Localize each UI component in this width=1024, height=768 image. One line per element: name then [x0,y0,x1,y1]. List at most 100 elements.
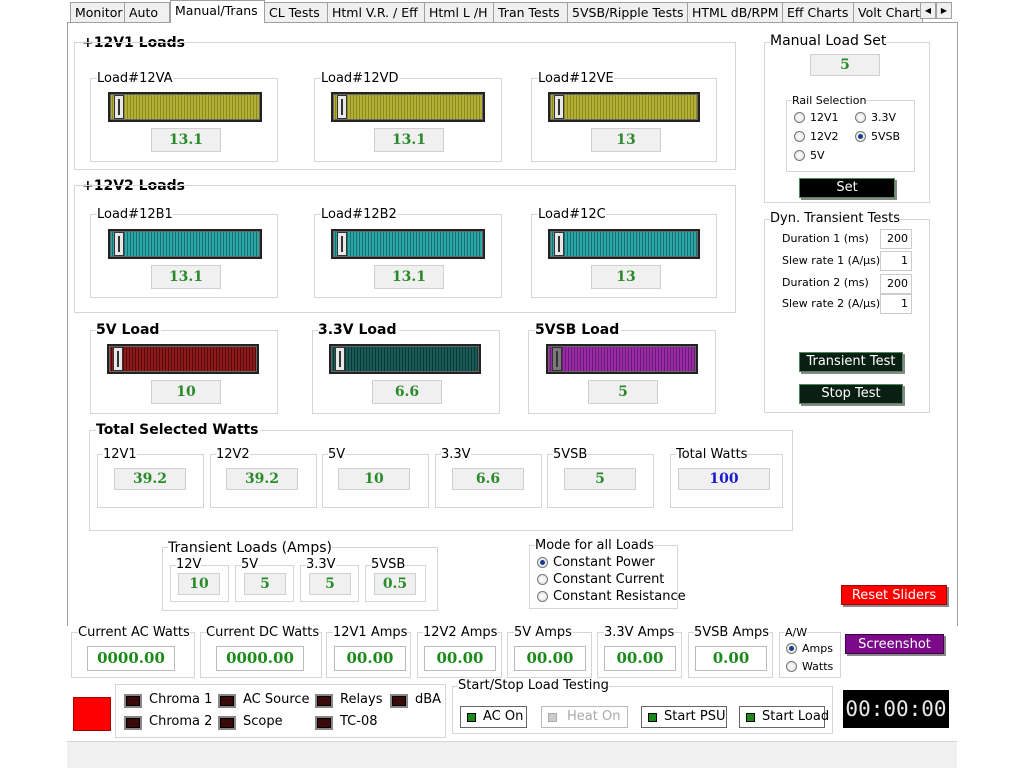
slider-label-12b1: Load#12B1 [97,207,173,222]
transient-test-button[interactable]: Transient Test [799,352,903,372]
readout-label-5vsb: 5VSB Amps [694,625,770,640]
tab-tran-tests[interactable]: Tran Tests [493,2,568,22]
slider-thumb[interactable] [114,95,124,119]
loads-12v2-group [74,185,736,313]
load-slider-12c[interactable] [548,229,700,259]
slider-group-5v [90,330,278,414]
dyn-input-duration2[interactable]: 200 [880,274,912,294]
load-slider-5v[interactable] [107,344,259,374]
device-relays: Relays [340,692,383,707]
aw-radio-watts[interactable] [786,661,797,672]
rail-label-3v3[interactable]: 3.3V [871,111,897,124]
value-5v: 10 [151,380,221,404]
manual-load-set-value[interactable]: 5 [810,54,880,76]
rail-radio-5v[interactable] [794,150,805,161]
watts-value-5vsb: 5 [564,468,636,490]
slider-thumb[interactable] [335,347,345,371]
watts-value-total: 100 [678,468,770,490]
tab-eff-charts[interactable]: Eff Charts [782,2,854,22]
slider-thumb[interactable] [114,232,124,256]
rail-label-12v2[interactable]: 12V2 [810,130,839,143]
tab-auto[interactable]: Auto [124,2,170,22]
value-12c: 13 [591,265,661,289]
start-load-label: Start Load [762,709,830,724]
tab-scroll-right-icon[interactable]: ▶ [936,2,952,19]
load-slider-5vsb[interactable] [546,344,698,374]
mode-radio-constant-power[interactable] [537,557,548,568]
dyn-input-slew1[interactable]: 1 [880,251,912,271]
start-load-button[interactable]: Start Load [739,706,829,728]
stop-test-button[interactable]: Stop Test [799,384,903,404]
reset-sliders-button[interactable]: Reset Sliders [841,585,947,605]
watts-value-12v2: 39.2 [226,468,298,490]
slider-thumb[interactable] [113,347,123,371]
tab-5vsb-ripple[interactable]: 5VSB/Ripple Tests [567,2,688,22]
tab-html-db-rpm[interactable]: HTML dB/RPM [687,2,783,22]
load-slider-12vd[interactable] [331,92,485,122]
value-12b2: 13.1 [374,265,444,289]
rail-label-12v1[interactable]: 12V1 [810,111,839,124]
tab-cl-tests[interactable]: CL Tests [264,2,328,22]
slider-group-5vsb [528,330,716,414]
mode-label-constant-current[interactable]: Constant Current [553,572,665,587]
value-12b1: 13.1 [151,265,221,289]
slider-thumb[interactable] [337,232,347,256]
rail-radio-5vsb[interactable] [855,131,866,142]
slider-thumb[interactable] [552,347,562,371]
tab-html-vr-eff[interactable]: Html V.R. / Eff [327,2,425,22]
transient-label-5v: 5V [241,557,259,572]
screenshot-button[interactable]: Screenshot [845,634,944,654]
transient-value-5v: 5 [244,573,286,595]
tab-volt-chart[interactable]: Volt Chart [853,2,923,22]
dyn-label-duration2: Duration 2 (ms) [782,276,869,289]
watts-box-3v3 [435,454,542,508]
device-chroma1: Chroma 1 [149,692,213,707]
rail-radio-12v2[interactable] [794,131,805,142]
heat-on-button[interactable]: Heat On [541,706,628,728]
slider-thumb[interactable] [554,232,564,256]
load-slider-12b1[interactable] [108,229,262,259]
ac-on-button[interactable]: AC On [460,706,527,728]
heat-on-led [548,713,557,722]
led-chroma1 [124,694,142,708]
dyn-input-slew2[interactable]: 1 [880,294,912,314]
aw-label-amps[interactable]: Amps [802,642,833,655]
aw-radio-amps[interactable] [786,643,797,654]
tab-html-lh[interactable]: Html L /H [424,2,494,22]
tab-manual-trans[interactable]: Manual/Trans [170,0,265,23]
manual-load-set-title: Manual Load Set [770,33,887,49]
rail-label-5v[interactable]: 5V [810,149,825,162]
slider-thumb[interactable] [337,95,347,119]
total-watts-title: Total Selected Watts [96,422,261,438]
tab-monitor[interactable]: Monitor [70,2,125,22]
rail-label-5vsb[interactable]: 5VSB [871,130,901,143]
dyn-input-duration1[interactable]: 200 [880,229,912,249]
readout-label-12v1: 12V1 Amps [333,625,408,640]
watts-label-5v: 5V [328,447,346,462]
rail-radio-3v3[interactable] [855,112,866,123]
slider-thumb[interactable] [554,95,564,119]
load-slider-12b2[interactable] [331,229,485,259]
ac-on-label: AC On [483,709,524,724]
load-slider-12ve[interactable] [548,92,700,122]
mode-radio-constant-resistance[interactable] [537,591,548,602]
load-slider-12va[interactable] [108,92,262,122]
readout-value-3v3: 00.00 [604,646,676,671]
rail-radio-12v1[interactable] [794,112,805,123]
slider-label-12va: Load#12VA [97,71,173,86]
set-button[interactable]: Set [799,178,895,198]
mode-radio-constant-current[interactable] [537,574,548,585]
mode-label-constant-power[interactable]: Constant Power [553,555,655,570]
start-psu-button[interactable]: Start PSU [641,706,727,728]
slider-label-5v: 5V Load [96,322,162,338]
aw-label-watts[interactable]: Watts [802,660,834,673]
rail-selection-title: Rail Selection [792,94,867,107]
watts-box-12v1 [97,454,204,508]
readout-value-dc-watts: 0000.00 [216,646,304,671]
readout-label-12v2: 12V2 Amps [423,625,498,640]
tab-scroll-left-icon[interactable]: ◀ [920,2,936,19]
load-slider-3v3[interactable] [329,344,481,374]
readout-value-12v2: 00.00 [424,646,496,671]
mode-label-constant-resistance[interactable]: Constant Resistance [553,589,686,604]
aw-title: A/W [785,626,808,639]
